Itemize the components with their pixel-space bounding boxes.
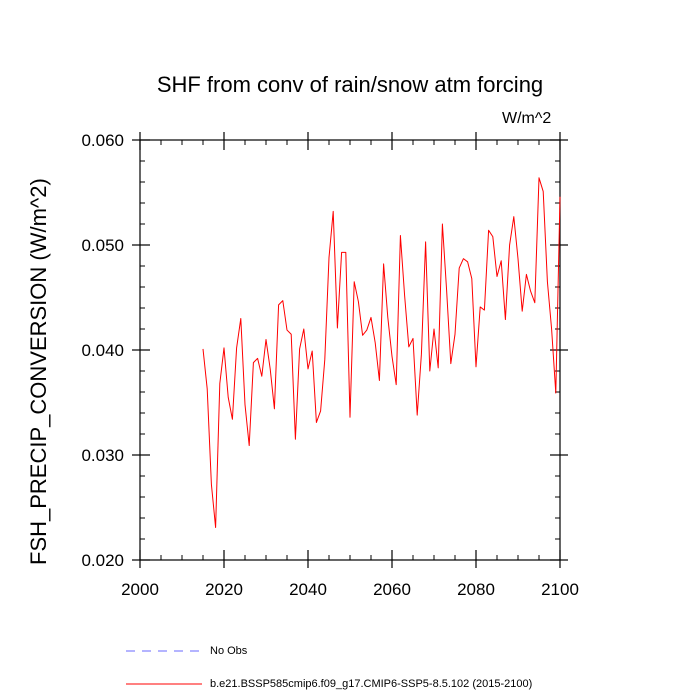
y-tick-label: 0.060 [81,131,124,150]
legend-label-model-run: b.e21.BSSP585cmip6.f09_g17.CMIP6-SSP5-8.… [210,678,533,690]
x-tick-label: 2020 [205,580,243,599]
x-tick-label: 2080 [457,580,495,599]
y-tick-label: 0.040 [81,341,124,360]
x-tick-label: 2100 [541,580,579,599]
legend-label-no-obs: No Obs [210,645,248,657]
y-tick-label: 0.050 [81,236,124,255]
y-tick-label: 0.030 [81,446,124,465]
data-series [202,177,561,528]
y-tick-label: 0.020 [81,551,124,570]
units-label: W/m^2 [502,110,552,127]
axis-tick-labels: 2000 2020 2040 2060 2080 2100 0.020 0.030 0.040 0… [81,131,578,599]
axis-ticks [132,132,568,568]
series-line [202,177,561,528]
chart-title: SHF from conv of rain/snow atm forcing [156,72,544,97]
x-tick-label: 2000 [121,580,159,599]
x-tick-label: 2060 [373,580,411,599]
x-tick-label: 2040 [289,580,327,599]
legend [126,650,202,685]
